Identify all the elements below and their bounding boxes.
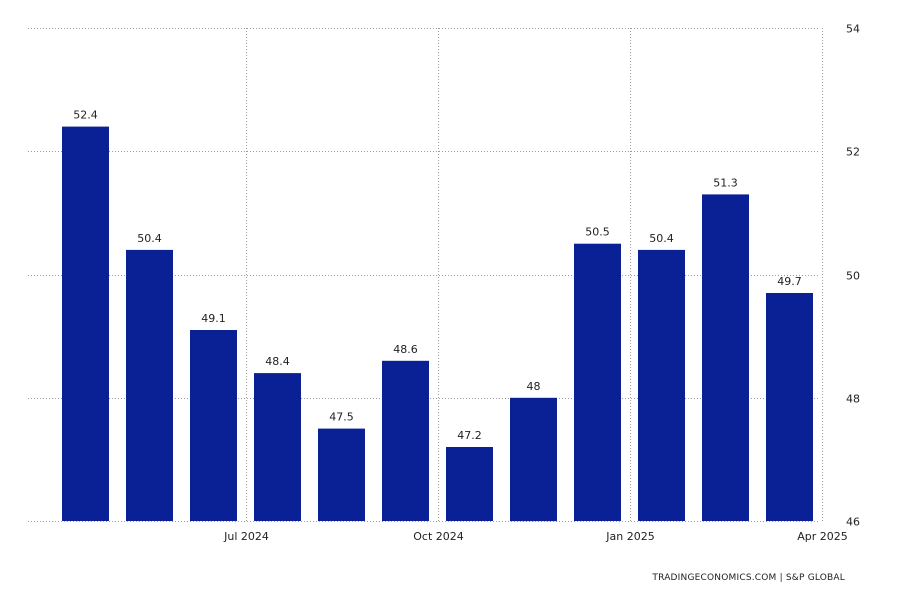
bar xyxy=(446,447,493,521)
y-tick-label: 48 xyxy=(846,393,860,406)
bar xyxy=(510,397,557,522)
data-label: 50.5 xyxy=(585,226,610,239)
y-tick-label: 52 xyxy=(846,146,860,159)
bar xyxy=(190,330,237,521)
x-tick-label: Jul 2024 xyxy=(223,530,269,543)
data-label: 50.4 xyxy=(137,232,162,245)
data-label: 52.4 xyxy=(73,109,98,122)
x-axis-ticks: Jul 2024 Oct 2024 Jan 2025 Apr 2025 xyxy=(223,530,848,543)
bar xyxy=(318,428,365,521)
bar xyxy=(574,243,621,521)
bar xyxy=(382,360,429,521)
data-label: 47.5 xyxy=(329,411,354,424)
data-label: 49.1 xyxy=(201,312,226,325)
data-label: 49.7 xyxy=(777,275,802,288)
bars xyxy=(62,126,813,522)
x-tick-label: Jan 2025 xyxy=(605,530,654,543)
data-label: 48 xyxy=(527,380,541,393)
bar xyxy=(766,293,813,521)
bar xyxy=(638,249,685,521)
bar xyxy=(126,249,173,521)
bar xyxy=(254,373,301,521)
y-tick-label: 46 xyxy=(846,516,860,529)
bar xyxy=(62,126,109,521)
bar xyxy=(702,194,749,521)
data-label: 50.4 xyxy=(649,232,674,245)
y-axis-ticks: 46 48 50 52 54 xyxy=(846,23,860,529)
y-tick-label: 54 xyxy=(846,23,860,36)
data-label: 48.4 xyxy=(265,355,290,368)
source-attribution: TRADINGECONOMICS.COM | S&P GLOBAL xyxy=(651,573,845,583)
x-tick-label: Oct 2024 xyxy=(413,530,464,543)
y-tick-label: 50 xyxy=(846,270,860,283)
x-tick-label: Apr 2025 xyxy=(797,530,848,543)
data-label: 48.6 xyxy=(393,343,418,356)
data-label: 51.3 xyxy=(713,176,738,189)
data-labels: 52.4 50.4 49.1 48.4 47.5 48.6 47.2 48 50.5 50.4 51… xyxy=(73,109,802,442)
data-label: 47.2 xyxy=(457,429,482,442)
